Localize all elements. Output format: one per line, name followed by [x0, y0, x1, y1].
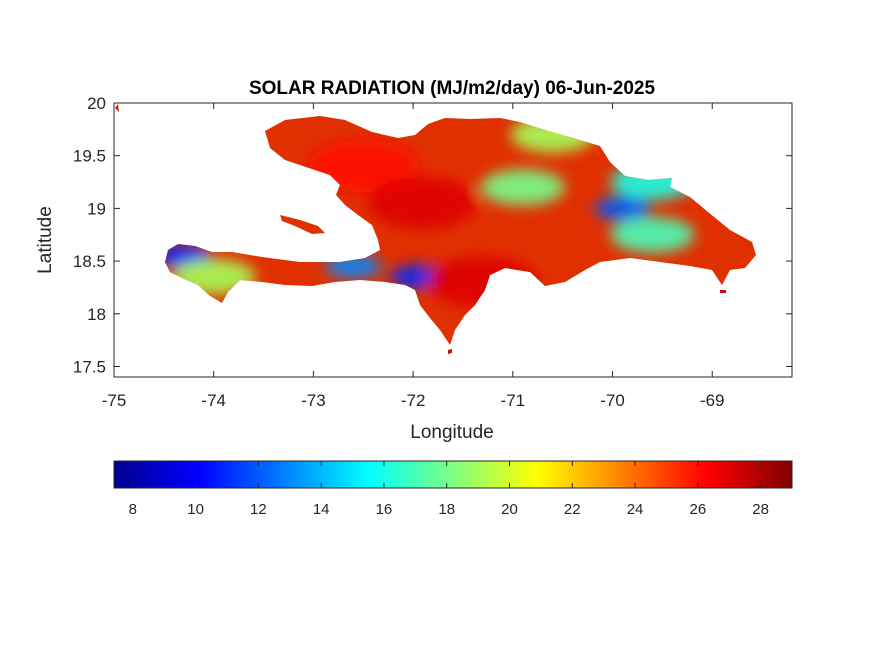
x-tick-label: -74 [201, 391, 226, 410]
colorbar-tick-label: 24 [627, 501, 644, 518]
axes-box [113, 102, 793, 378]
x-tick-label: -70 [600, 391, 625, 410]
colorbar-tick-label: 10 [187, 501, 204, 518]
y-tick-label: 19 [87, 199, 106, 218]
y-tick-label: 18.5 [73, 252, 106, 271]
x-tick-label: -72 [401, 391, 426, 410]
radiation-zone-7 [308, 140, 419, 193]
colorbar-tick-label: 14 [313, 501, 330, 518]
colorbar-tick-label: 28 [752, 501, 769, 518]
chart-title: SOLAR RADIATION (MJ/m2/day) 06-Jun-2025 [249, 78, 656, 99]
islet-south [448, 349, 452, 354]
y-tick-label: 18 [87, 305, 106, 324]
y-axis-label: Latitude [35, 206, 56, 274]
radiation-zone-4 [594, 196, 651, 221]
islet-saona [720, 290, 726, 293]
colorbar-tick-label: 20 [501, 501, 518, 518]
radiation-zone-8 [368, 177, 479, 230]
colorbar-tick-label: 12 [250, 501, 267, 518]
x-tick-label: -69 [700, 391, 725, 410]
y-tick-label: 17.5 [73, 357, 106, 376]
colorbar-gradient [113, 460, 793, 489]
radiation-zone-6 [480, 169, 565, 206]
x-axis-ticks: -75 -74 -73 -72 -71 -70 -69 [102, 103, 725, 410]
x-tick-label: -73 [301, 391, 326, 410]
x-tick-label: -75 [102, 391, 127, 410]
colorbar-tick-label: 16 [376, 501, 393, 518]
colorbar-tick-label: 22 [564, 501, 581, 518]
colorbar-ticks: 8 10 12 14 16 18 20 22 24 26 28 [129, 461, 769, 518]
colorbar-tick-label: 18 [438, 501, 455, 518]
y-tick-label: 19.5 [73, 147, 106, 166]
x-axis-label: Longitude [410, 422, 493, 443]
plot-area: -75 -74 -73 -72 -71 -70 -69 17.5 18 18.5 19 19.5 20 [73, 94, 793, 410]
y-tick-label: 20 [87, 94, 106, 113]
islet-northwest [115, 104, 119, 112]
x-tick-label: -71 [501, 391, 526, 410]
y-axis-ticks: 17.5 18 18.5 19 19.5 20 [73, 94, 792, 376]
colorbar-tick-label: 8 [129, 501, 137, 518]
radiation-zone-5 [610, 216, 695, 253]
colorbar-tick-label: 26 [689, 501, 706, 518]
colorbar: 8 10 12 14 16 18 20 22 24 26 28 [113, 460, 793, 518]
